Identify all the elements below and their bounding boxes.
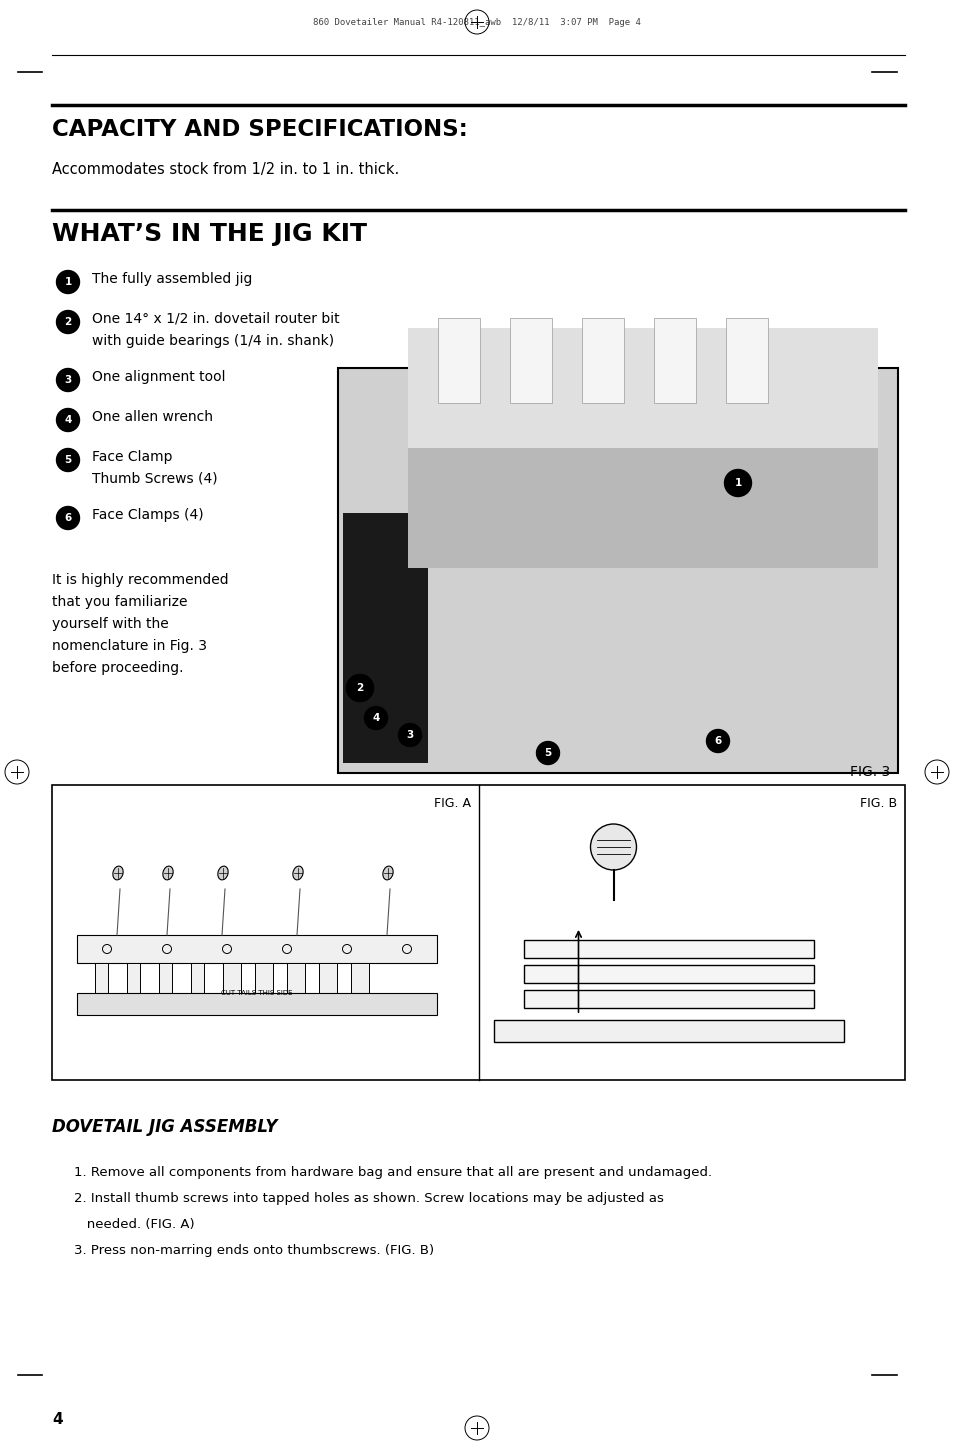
Text: Thumb Screws (4): Thumb Screws (4) [91, 472, 217, 485]
Text: It is highly recommended: It is highly recommended [52, 572, 229, 587]
Text: FIG. B: FIG. B [859, 797, 896, 810]
Circle shape [56, 449, 79, 471]
FancyBboxPatch shape [254, 964, 273, 993]
Text: 1: 1 [734, 478, 740, 488]
Ellipse shape [112, 867, 123, 880]
Text: 1. Remove all components from hardware bag and ensure that all are present and u: 1. Remove all components from hardware b… [74, 1166, 711, 1179]
Text: One 14° x 1/2 in. dovetail router bit: One 14° x 1/2 in. dovetail router bit [91, 312, 339, 326]
Text: CAPACITY AND SPECIFICATIONS:: CAPACITY AND SPECIFICATIONS: [52, 117, 467, 141]
FancyBboxPatch shape [351, 964, 369, 993]
FancyBboxPatch shape [287, 964, 305, 993]
Text: Accommodates stock from 1/2 in. to 1 in. thick.: Accommodates stock from 1/2 in. to 1 in.… [52, 162, 399, 177]
Text: 2. Install thumb screws into tapped holes as shown. Screw locations may be adjus: 2. Install thumb screws into tapped hole… [74, 1193, 663, 1206]
Text: 6: 6 [714, 736, 720, 746]
Text: 860 Dovetailer Manual R4-120811_awb  12/8/11  3:07 PM  Page 4: 860 Dovetailer Manual R4-120811_awb 12/8… [313, 17, 640, 28]
Circle shape [536, 742, 558, 765]
Text: 4: 4 [64, 414, 71, 425]
Circle shape [398, 723, 421, 746]
Circle shape [56, 409, 79, 432]
Text: 4: 4 [372, 713, 379, 723]
FancyBboxPatch shape [581, 317, 623, 403]
Text: WHAT’S IN THE JIG KIT: WHAT’S IN THE JIG KIT [52, 222, 367, 246]
Text: Face Clamp: Face Clamp [91, 451, 172, 464]
Text: needed. (FIG. A): needed. (FIG. A) [74, 1219, 194, 1232]
Text: 2: 2 [64, 317, 71, 327]
Text: One alignment tool: One alignment tool [91, 369, 225, 384]
FancyBboxPatch shape [159, 964, 172, 993]
FancyBboxPatch shape [343, 513, 428, 764]
Text: that you familiarize: that you familiarize [52, 596, 188, 609]
FancyBboxPatch shape [191, 964, 203, 993]
FancyBboxPatch shape [523, 940, 813, 958]
Text: 5: 5 [64, 455, 71, 465]
Text: before proceeding.: before proceeding. [52, 661, 183, 675]
Text: 4: 4 [52, 1411, 63, 1427]
FancyBboxPatch shape [493, 1020, 842, 1042]
Ellipse shape [217, 867, 228, 880]
Ellipse shape [293, 867, 303, 880]
Text: FIG. A: FIG. A [433, 797, 470, 810]
Circle shape [590, 824, 636, 869]
Circle shape [56, 310, 79, 333]
FancyBboxPatch shape [223, 964, 241, 993]
FancyBboxPatch shape [523, 965, 813, 982]
Text: 6: 6 [64, 513, 71, 523]
FancyBboxPatch shape [523, 990, 813, 1009]
FancyBboxPatch shape [77, 935, 436, 964]
Text: One allen wrench: One allen wrench [91, 410, 213, 425]
Text: Face Clamps (4): Face Clamps (4) [91, 509, 203, 522]
FancyBboxPatch shape [654, 317, 696, 403]
FancyBboxPatch shape [437, 317, 479, 403]
Circle shape [56, 368, 79, 391]
Text: nomenclature in Fig. 3: nomenclature in Fig. 3 [52, 639, 207, 653]
FancyBboxPatch shape [510, 317, 552, 403]
FancyBboxPatch shape [127, 964, 139, 993]
Ellipse shape [163, 867, 173, 880]
Text: 3: 3 [406, 730, 414, 740]
FancyBboxPatch shape [52, 785, 904, 1080]
Circle shape [56, 507, 79, 529]
FancyBboxPatch shape [95, 964, 108, 993]
Text: 3. Press non-marring ends onto thumbscrews. (FIG. B): 3. Press non-marring ends onto thumbscre… [74, 1245, 434, 1256]
FancyBboxPatch shape [77, 993, 436, 1014]
FancyBboxPatch shape [318, 964, 336, 993]
Text: The fully assembled jig: The fully assembled jig [91, 272, 253, 285]
Text: 1: 1 [64, 277, 71, 287]
FancyBboxPatch shape [725, 317, 767, 403]
Circle shape [56, 271, 79, 294]
Ellipse shape [382, 867, 393, 880]
Text: 3: 3 [64, 375, 71, 385]
FancyBboxPatch shape [408, 368, 877, 568]
Text: with guide bearings (1/4 in. shank): with guide bearings (1/4 in. shank) [91, 335, 334, 348]
Circle shape [723, 469, 751, 497]
FancyBboxPatch shape [337, 368, 897, 772]
Text: CUT TAILS THIS SIDE: CUT TAILS THIS SIDE [221, 990, 293, 995]
Circle shape [364, 707, 387, 729]
Text: FIG. 3: FIG. 3 [849, 765, 889, 780]
Circle shape [346, 674, 374, 701]
Text: 2: 2 [356, 682, 363, 693]
FancyBboxPatch shape [408, 327, 877, 448]
Text: 5: 5 [544, 748, 551, 758]
Circle shape [706, 729, 729, 752]
Text: yourself with the: yourself with the [52, 617, 169, 630]
Text: DOVETAIL JIG ASSEMBLY: DOVETAIL JIG ASSEMBLY [52, 1119, 277, 1136]
